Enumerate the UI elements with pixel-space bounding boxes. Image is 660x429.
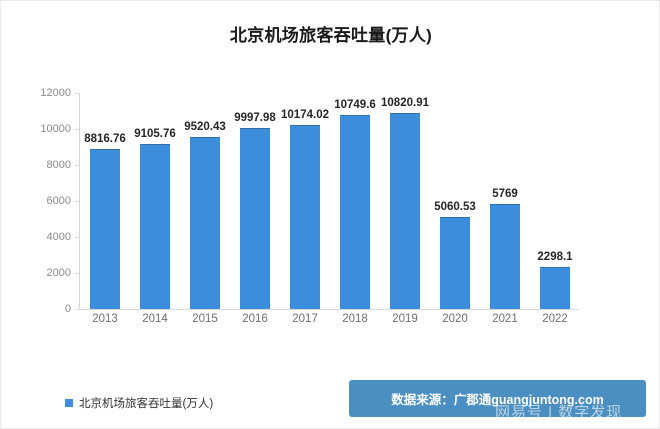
x-axis-line bbox=[79, 309, 579, 310]
y-axis-tick-label: 2000 bbox=[46, 267, 71, 279]
bar[interactable] bbox=[540, 266, 570, 309]
x-axis-tick-label: 2020 bbox=[442, 313, 468, 325]
bar-group[interactable]: 2298.1 bbox=[530, 93, 580, 309]
x-axis-tick-label: 2018 bbox=[342, 313, 368, 325]
chart-legend: 北京机场旅客吞吐量(万人) bbox=[65, 395, 213, 411]
x-axis-tick-label: 2014 bbox=[142, 313, 168, 325]
bar[interactable] bbox=[390, 113, 420, 309]
y-axis-tick bbox=[75, 93, 79, 94]
x-axis-tick-label: 2017 bbox=[292, 313, 318, 325]
x-axis-tick-label: 2021 bbox=[492, 313, 518, 325]
bar-group[interactable]: 9997.98 bbox=[230, 93, 280, 309]
bar[interactable] bbox=[490, 204, 520, 309]
y-axis-tick bbox=[75, 129, 79, 130]
bar-value-label: 10820.91 bbox=[381, 97, 429, 110]
bar-series: 8816.76 9105.76 9520.43 9997.98 10174.02 1074… bbox=[80, 93, 580, 309]
y-axis-tick-label: 4000 bbox=[46, 231, 71, 243]
y-axis-tick bbox=[75, 273, 79, 274]
bar-value-label: 9997.98 bbox=[234, 112, 276, 125]
bar-value-label: 9105.76 bbox=[134, 128, 176, 141]
x-axis-tick-label: 2022 bbox=[542, 313, 568, 325]
bar-value-label: 2298.1 bbox=[537, 250, 573, 263]
x-axis-tick-label: 2013 bbox=[92, 313, 118, 325]
x-axis-tick-label: 2019 bbox=[392, 313, 418, 325]
data-source-label: 数据来源：广郡通guangjuntong.com bbox=[391, 393, 604, 407]
bar[interactable] bbox=[340, 114, 370, 309]
legend-color-swatch bbox=[65, 399, 73, 407]
x-axis-tick-label: 2015 bbox=[192, 313, 218, 325]
y-axis-tick-label: 6000 bbox=[46, 195, 71, 207]
data-source-banner: 数据来源：广郡通guangjuntong.com bbox=[349, 380, 646, 417]
bar-group[interactable]: 9520.43 bbox=[180, 93, 230, 309]
y-axis-line bbox=[79, 93, 80, 310]
bar-group[interactable]: 5769 bbox=[480, 93, 530, 309]
bar-value-label: 10174.02 bbox=[281, 108, 329, 121]
y-axis-tick-label: 0 bbox=[64, 303, 71, 315]
page-title: 北京机场旅客吞吐量(万人) bbox=[229, 26, 433, 45]
legend-item-label: 北京机场旅客吞吐量(万人) bbox=[79, 398, 214, 410]
bar[interactable] bbox=[240, 128, 270, 309]
bar[interactable] bbox=[190, 136, 220, 309]
y-axis-tick-label: 10000 bbox=[40, 123, 71, 135]
bar[interactable] bbox=[440, 216, 470, 309]
bar-value-label: 5060.53 bbox=[434, 200, 476, 213]
y-axis-tick bbox=[75, 201, 79, 202]
x-axis-tick-label: 2016 bbox=[242, 313, 268, 325]
bar-group[interactable]: 5060.53 bbox=[430, 93, 480, 309]
y-axis-tick-label: 12000 bbox=[40, 87, 71, 99]
y-axis-tick bbox=[75, 237, 79, 238]
y-axis-tick-label: 8000 bbox=[46, 159, 71, 171]
bar-value-label: 8816.76 bbox=[84, 133, 126, 146]
bar-group[interactable]: 10749.6 bbox=[330, 93, 380, 309]
bar[interactable] bbox=[140, 144, 170, 309]
bar[interactable] bbox=[290, 124, 320, 309]
plot-area: 12000 10000 8000 6000 4000 2000 0 bbox=[40, 87, 581, 315]
bar-group[interactable]: 9105.76 bbox=[130, 93, 180, 309]
bar-group[interactable]: 8816.76 bbox=[80, 93, 130, 309]
bar-value-label: 5769 bbox=[492, 188, 518, 201]
y-axis-tick bbox=[75, 165, 79, 166]
bar-group[interactable]: 10174.02 bbox=[280, 93, 330, 309]
bar-group[interactable]: 10820.91 bbox=[380, 93, 430, 309]
y-axis-tick bbox=[75, 309, 79, 310]
bar-value-label: 10749.6 bbox=[334, 98, 376, 111]
bar[interactable] bbox=[90, 149, 120, 309]
bar-value-label: 9520.43 bbox=[184, 120, 226, 133]
